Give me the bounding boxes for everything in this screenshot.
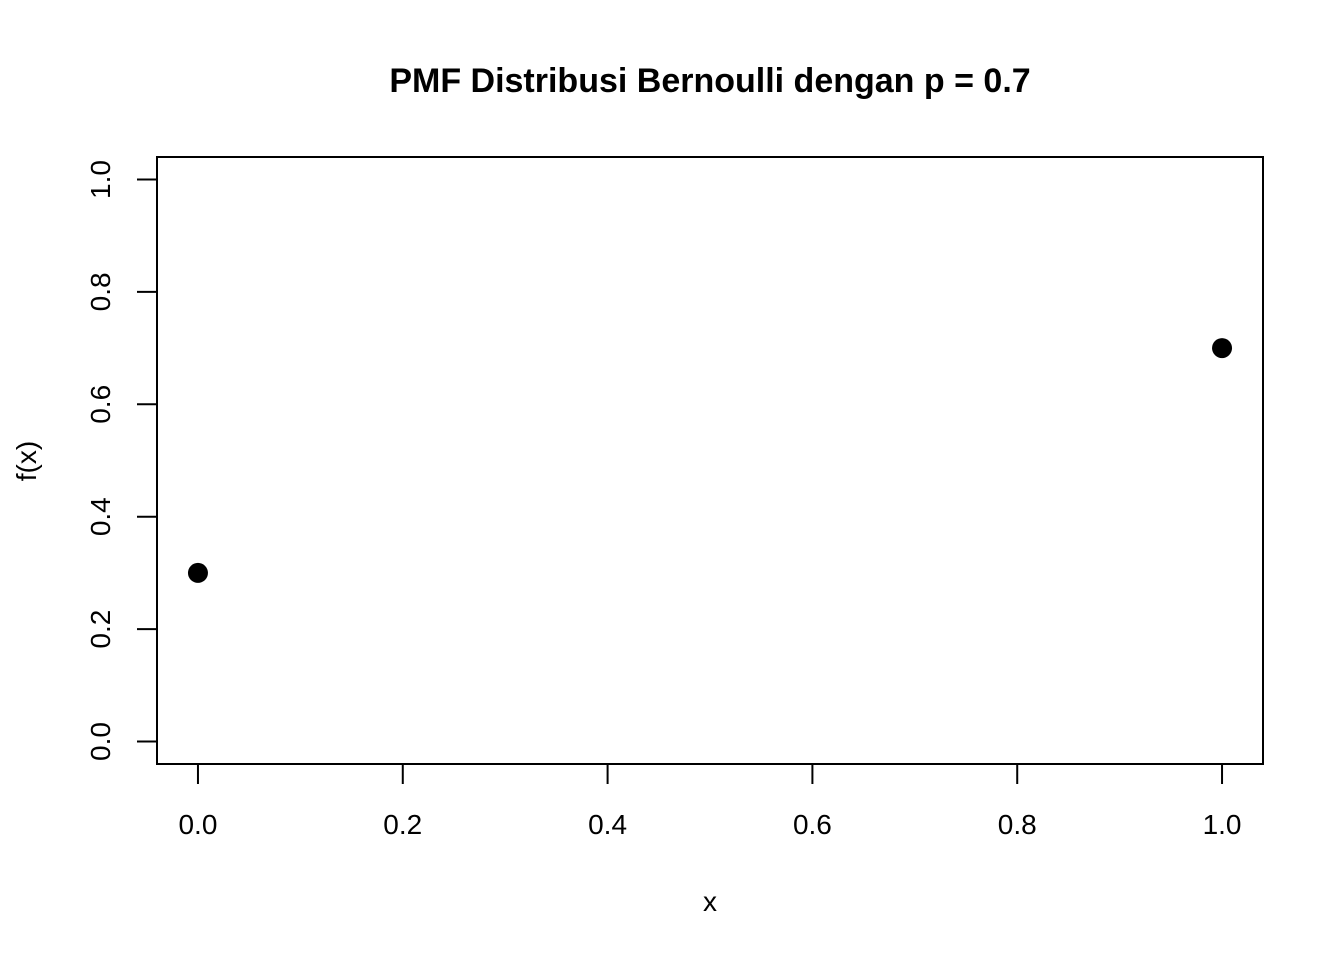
plot-area-frame [156, 156, 1264, 765]
x-tick-label: 0.4 [588, 809, 627, 840]
y-tick-label: 0.4 [85, 497, 116, 536]
x-axis-label: x [703, 886, 717, 917]
y-axis-ticks: 0.0 0.2 0.4 0.6 0.8 1.0 [85, 160, 157, 761]
x-axis-ticks: 0.0 0.2 0.4 0.6 0.8 1.0 [178, 764, 1242, 840]
y-tick-label: 0.8 [85, 272, 116, 311]
y-tick-label: 0.0 [85, 722, 116, 761]
x-tick-label: 1.0 [1203, 809, 1242, 840]
x-tick-label: 0.6 [793, 809, 832, 840]
data-point [1212, 338, 1233, 359]
chart-title: PMF Distribusi Bernoulli dengan p = 0.7 [389, 62, 1030, 100]
y-tick-label: 1.0 [85, 160, 116, 199]
y-tick-label: 0.2 [85, 610, 116, 649]
y-tick-label: 0.6 [85, 385, 116, 424]
data-point [187, 562, 208, 583]
y-axis-label: f(x) [11, 441, 42, 481]
x-tick-label: 0.2 [383, 809, 422, 840]
x-tick-label: 0.8 [998, 809, 1037, 840]
x-tick-label: 0.0 [178, 809, 217, 840]
data-points [187, 338, 1233, 583]
